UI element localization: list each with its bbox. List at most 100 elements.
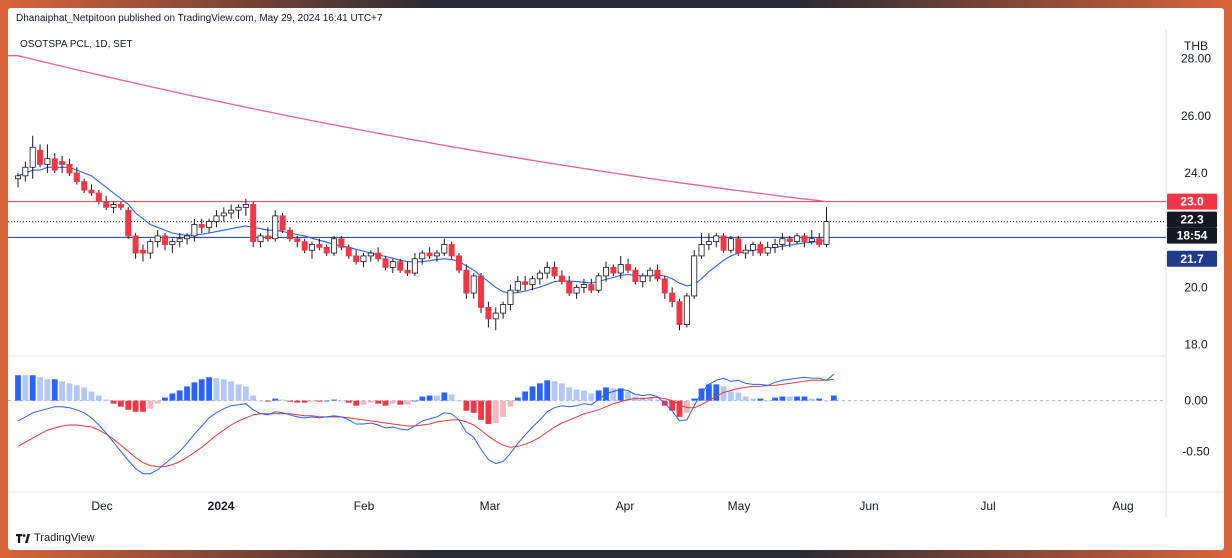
candle-body bbox=[544, 266, 551, 274]
candle-body bbox=[213, 215, 220, 222]
candle-body bbox=[389, 261, 396, 268]
candle-body bbox=[59, 161, 66, 165]
macd-histogram-bar bbox=[81, 387, 88, 401]
candle-body bbox=[801, 235, 808, 243]
macd-histogram-bar bbox=[110, 400, 117, 404]
candle-body bbox=[779, 238, 786, 245]
currency-label: THB bbox=[1184, 39, 1208, 53]
macd-histogram-bar bbox=[801, 396, 808, 401]
macd-histogram-bar bbox=[536, 383, 543, 401]
candle-body bbox=[404, 269, 411, 274]
macd-histogram-bar bbox=[316, 400, 323, 402]
candle-body bbox=[647, 269, 654, 277]
macd-histogram-bar bbox=[478, 400, 484, 420]
time-tick-label: Mar bbox=[480, 499, 501, 513]
price-tag-box bbox=[1167, 250, 1217, 267]
candle-body bbox=[73, 172, 80, 182]
candle-body bbox=[242, 204, 249, 208]
candle-body bbox=[691, 255, 698, 297]
candle-body bbox=[51, 158, 58, 171]
candle-body bbox=[529, 278, 536, 285]
macd-histogram-bar bbox=[463, 400, 470, 411]
candle-body bbox=[419, 252, 426, 260]
tradingview-logo-icon bbox=[16, 533, 30, 543]
candle-body bbox=[816, 238, 823, 245]
macd-histogram-bar bbox=[360, 400, 367, 405]
candle-body bbox=[37, 149, 44, 165]
candle-body bbox=[294, 238, 301, 243]
candle-body bbox=[95, 192, 102, 202]
macd-histogram-bar bbox=[434, 395, 440, 401]
candle-body bbox=[257, 235, 264, 243]
candle-body bbox=[184, 235, 191, 240]
candle-body bbox=[206, 221, 213, 228]
time-tick-label: Feb bbox=[354, 499, 375, 513]
macd-histogram-bar bbox=[265, 400, 271, 402]
candle-body bbox=[507, 289, 514, 305]
macd-histogram-bar bbox=[338, 400, 345, 402]
macd-histogram-bar bbox=[154, 400, 161, 404]
candle-body bbox=[338, 238, 345, 248]
macd-histogram-bar bbox=[242, 386, 249, 401]
time-tick-label: Dec bbox=[91, 499, 112, 513]
macd-histogram-bar bbox=[272, 398, 279, 401]
candle-body bbox=[470, 275, 477, 294]
candle-body bbox=[448, 244, 455, 257]
slow-moving-average-line bbox=[8, 55, 827, 203]
macd-histogram-bar bbox=[529, 386, 536, 401]
macd-tick-label: 0.00 bbox=[1184, 394, 1208, 408]
candle-body bbox=[110, 204, 117, 208]
candle-body bbox=[161, 235, 168, 245]
macd-histogram-bar bbox=[257, 400, 264, 402]
macd-histogram-bar bbox=[617, 388, 624, 401]
footer-brand[interactable]: TradingView bbox=[34, 532, 95, 544]
macd-histogram-bar bbox=[683, 400, 690, 413]
macd-histogram-bar bbox=[823, 400, 830, 402]
candle-body bbox=[176, 238, 183, 243]
macd-histogram-bar bbox=[44, 379, 51, 401]
symbol-label[interactable]: OSOTSPA PCL, 1D, SET bbox=[20, 39, 133, 50]
macd-histogram-bar bbox=[757, 398, 764, 401]
candle-body bbox=[595, 275, 602, 291]
macd-histogram-bar bbox=[162, 397, 168, 401]
macd-histogram-bar bbox=[816, 398, 823, 401]
candle-body bbox=[139, 249, 146, 254]
macd-histogram-bar bbox=[551, 381, 558, 401]
candle-body bbox=[478, 275, 485, 308]
macd-histogram-bar bbox=[706, 384, 712, 401]
macd-histogram-bar bbox=[566, 387, 573, 401]
candle-body bbox=[794, 235, 801, 243]
macd-histogram-bar bbox=[323, 400, 330, 402]
macd-histogram-bar bbox=[448, 394, 455, 401]
macd-histogram-bar bbox=[279, 399, 286, 401]
candle-body bbox=[823, 221, 830, 245]
candle-body bbox=[661, 278, 668, 294]
candle-body bbox=[308, 244, 315, 251]
candle-body bbox=[360, 255, 367, 263]
candle-body bbox=[29, 146, 36, 168]
macd-histogram-bar bbox=[713, 384, 720, 401]
chart-card: THB 28.00 26.00 24.0 20.0 18.0 23.0 22.3 18:54 21… bbox=[8, 8, 1224, 550]
macd-histogram-bar bbox=[669, 400, 676, 411]
candle-body bbox=[15, 175, 21, 180]
macd-histogram-bar bbox=[441, 392, 448, 401]
macd-histogram-bar bbox=[522, 391, 529, 401]
candle-body bbox=[676, 301, 683, 325]
macd-histogram-bar bbox=[698, 388, 705, 401]
candle-body bbox=[103, 201, 110, 208]
macd-histogram-bar bbox=[500, 400, 506, 417]
candle-body bbox=[198, 224, 205, 228]
time-tick-label: 2024 bbox=[208, 499, 235, 513]
macd-histogram-bar bbox=[786, 396, 793, 401]
candle-body bbox=[125, 209, 132, 237]
candle-body bbox=[169, 241, 176, 245]
candle-body bbox=[397, 261, 404, 271]
candle-body bbox=[669, 292, 676, 303]
candle-body bbox=[132, 235, 139, 254]
candle-body bbox=[588, 284, 595, 291]
macd-histogram-bar bbox=[720, 386, 727, 401]
macd-histogram-bar bbox=[191, 382, 198, 401]
macd-histogram-bar bbox=[88, 391, 95, 401]
macd-histogram-bar bbox=[353, 400, 359, 406]
